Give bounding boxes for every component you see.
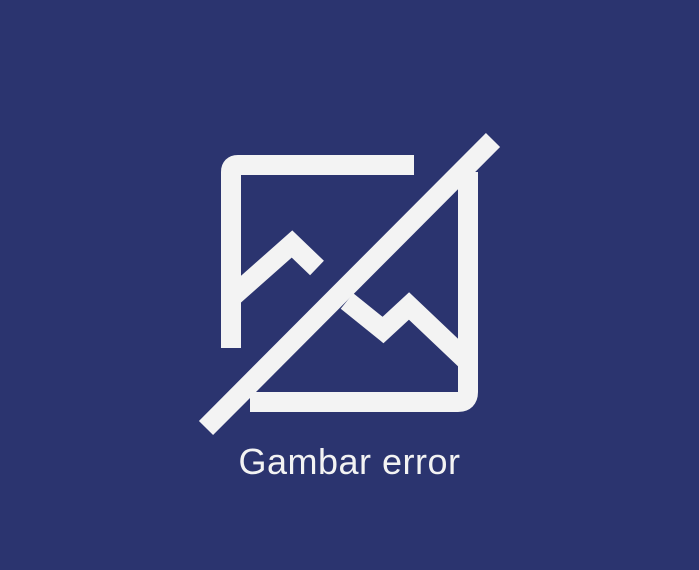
error-message: Gambar error [238,441,461,482]
